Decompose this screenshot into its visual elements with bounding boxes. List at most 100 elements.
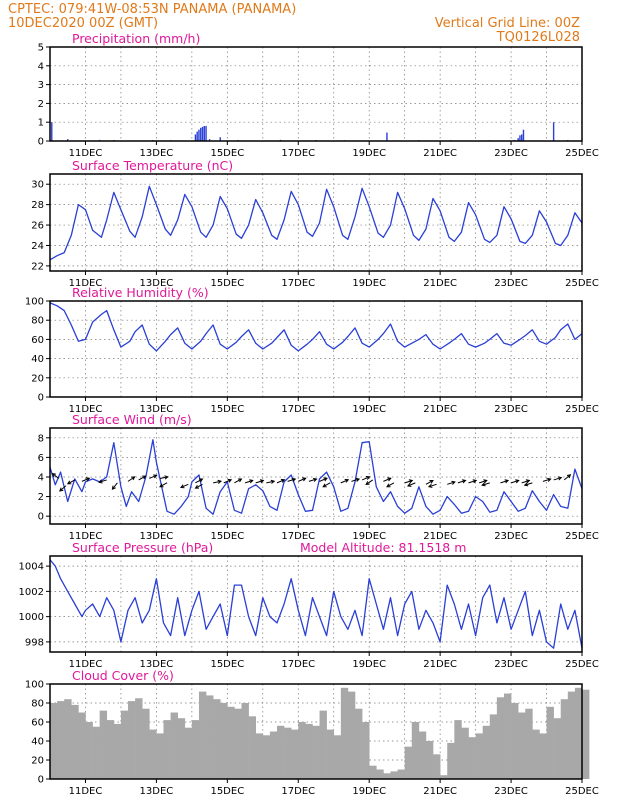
wind-arrow xyxy=(179,483,189,489)
y-tick-label: 60 xyxy=(31,718,44,729)
y-tick-label: 20 xyxy=(31,756,44,767)
cloud-cover-bar xyxy=(369,765,377,779)
panel-title-rh: Relative Humidity (%) xyxy=(72,285,209,300)
wind-arrow xyxy=(365,479,374,486)
cloud-cover-bar xyxy=(546,706,554,779)
x-tick-label: 15DEC xyxy=(210,404,244,415)
cloud-cover-bar xyxy=(511,703,519,779)
wind-arrow-head xyxy=(429,479,434,484)
cloud-cover-bar xyxy=(291,729,299,779)
cloud-cover-bar xyxy=(553,718,562,779)
precip-bar xyxy=(386,132,388,141)
x-tick-label: 13DEC xyxy=(140,531,174,542)
wind-arrow-head xyxy=(259,479,265,484)
wind-arrow-shaft xyxy=(521,480,530,484)
wind-arrow-shaft xyxy=(287,478,296,482)
wind-arrow-shaft xyxy=(244,480,253,484)
x-tick-label: 19DEC xyxy=(352,278,386,289)
wind-arrow xyxy=(308,477,318,482)
x-tick-label: 13DEC xyxy=(140,786,174,797)
temp-series-line xyxy=(49,185,583,261)
x-tick-label: 11DEC xyxy=(69,278,103,289)
wind-arrow-shaft xyxy=(308,478,317,482)
cloud-cover-bar xyxy=(113,723,122,779)
x-tick-label: 19DEC xyxy=(352,404,386,415)
cloud-cover-bar xyxy=(262,735,271,779)
wind-arrow-shaft xyxy=(180,483,189,488)
panel-title-cloud: Cloud Cover (%) xyxy=(72,668,174,683)
cloud-cover-bar xyxy=(99,710,108,779)
cloud-cover-bar xyxy=(447,742,455,779)
cloud-cover-bar xyxy=(241,703,249,779)
wind-arrow xyxy=(386,482,395,488)
cloud-cover-bar xyxy=(170,712,178,779)
cloud-cover-bar xyxy=(418,731,427,779)
wind-arrow-shaft xyxy=(127,476,135,482)
wind-arrow xyxy=(159,475,169,480)
cloud-cover-bar xyxy=(489,714,498,779)
wind-arrow-head xyxy=(59,487,64,492)
y-tick-label: 0 xyxy=(38,775,44,786)
y-tick-label: 100 xyxy=(25,297,44,308)
cloud-cover-bar xyxy=(433,754,441,779)
wind-arrow xyxy=(195,478,204,484)
precip-bar xyxy=(196,131,198,141)
wind-arrow-shaft xyxy=(386,482,395,488)
cloud-cover-bar xyxy=(440,775,448,779)
precip-bar xyxy=(200,127,202,141)
wind-arrow-shaft xyxy=(67,479,76,485)
x-tick-label: 17DEC xyxy=(281,659,315,670)
y-tick-label: 80 xyxy=(31,699,44,710)
x-tick-label: 21DEC xyxy=(423,531,457,542)
wind-arrow-head xyxy=(153,474,158,479)
precip-bar xyxy=(517,138,519,141)
cloud-cover-bar xyxy=(454,720,462,779)
wind-arrow xyxy=(510,479,520,484)
header-run-date: 10DEC2020 00Z (GMT) xyxy=(8,16,158,31)
cloud-cover-bar xyxy=(78,712,86,779)
wind-arrow-head xyxy=(355,477,361,482)
wind-arrow xyxy=(563,474,572,481)
panel-title-precip: Precipitation (mm/h) xyxy=(72,31,200,46)
y-tick-label: 0 xyxy=(38,512,44,523)
x-tick-label: 15DEC xyxy=(210,278,244,289)
panel-cloud: 0 20 40 60 80 100 11DEC 13DEC 15DEC 17DEC 19DEC 21D… xyxy=(25,668,599,797)
cloud-cover-bar xyxy=(50,703,58,779)
cloud-cover-bar xyxy=(582,689,590,779)
y-tick-label: 4 xyxy=(38,472,44,483)
wind-arrow xyxy=(213,479,223,484)
wind-arrow-shaft xyxy=(351,478,360,482)
y-tick-label: 30 xyxy=(31,180,44,191)
wind-arrow xyxy=(457,479,467,484)
wind-arrow-head xyxy=(249,479,254,484)
wind-arrow-head xyxy=(408,479,414,484)
cloud-cover-bar xyxy=(376,769,384,779)
y-tick-label: 6 xyxy=(38,453,44,464)
precip-bar xyxy=(519,135,521,141)
y-tick-label: 40 xyxy=(31,737,44,748)
x-tick-label: 17DEC xyxy=(281,148,315,159)
x-tick-label: 17DEC xyxy=(281,786,315,797)
wind-arrow-shaft xyxy=(510,480,519,484)
wind-arrow-head xyxy=(280,478,286,483)
wind-arrow xyxy=(447,480,456,485)
cloud-cover-bar xyxy=(333,735,342,779)
cloud-cover-bar xyxy=(220,703,228,779)
wind-arrow xyxy=(287,477,297,482)
wind-arrow xyxy=(98,479,107,484)
cloud-cover-bar xyxy=(85,722,93,779)
cloud-cover-bar xyxy=(198,691,207,779)
wind-arrow-head xyxy=(557,476,563,481)
cloud-cover-bar xyxy=(206,695,214,779)
wind-arrow-shaft xyxy=(478,480,487,484)
x-tick-label: 19DEC xyxy=(352,148,386,159)
wind-arrow-head xyxy=(51,473,56,478)
wind-arrow-head xyxy=(525,479,531,484)
y-tick-label: 5 xyxy=(38,43,44,54)
cloud-cover-bar xyxy=(425,741,434,779)
y-tick-label: 1002 xyxy=(19,587,44,598)
wind-arrow-shaft xyxy=(407,482,416,487)
wind-arrow-head xyxy=(111,485,116,490)
cloud-cover-bar xyxy=(213,699,221,779)
cloud-cover-bar xyxy=(149,729,157,779)
